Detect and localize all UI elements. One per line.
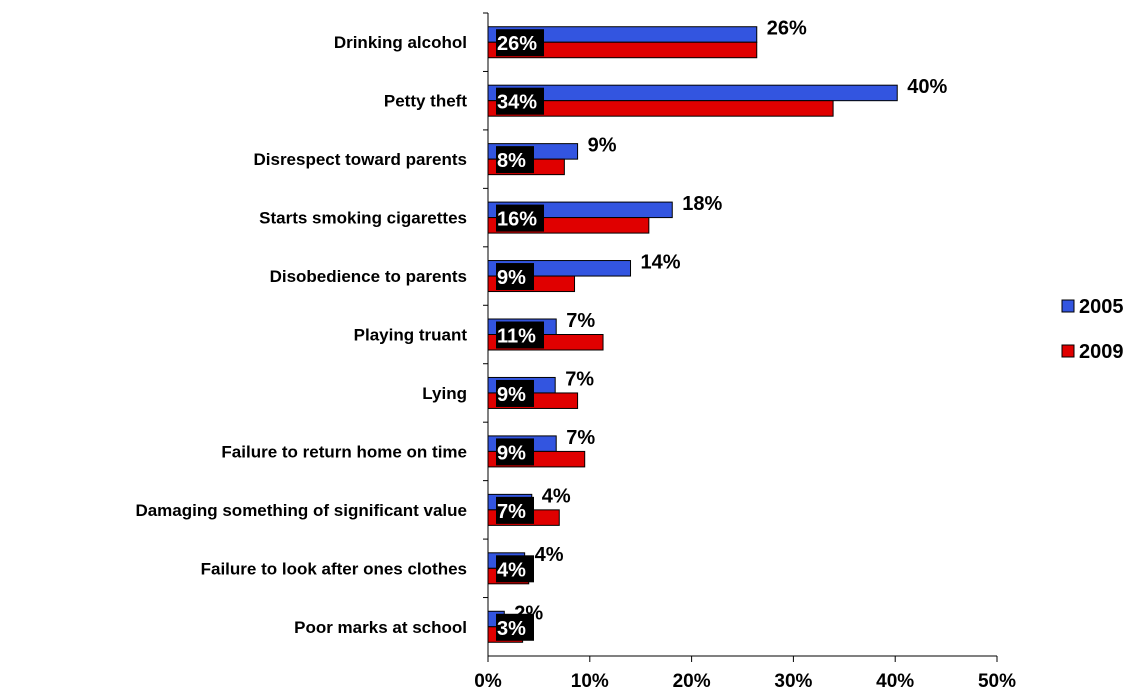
value-label-2009: 26% <box>497 33 537 55</box>
x-tick-label: 10% <box>571 671 609 692</box>
value-label-box-2009 <box>496 438 534 466</box>
value-label-2009: 9% <box>497 384 526 406</box>
value-label-2005: 4% <box>542 485 571 507</box>
value-label-box-2009 <box>496 555 534 583</box>
category-label: Failure to return home on time <box>221 442 467 461</box>
category-labels: Drinking alcohol Petty theft Disrespect to… <box>135 33 467 637</box>
category-label: Playing truant <box>354 326 468 345</box>
category-label: Starts smoking cigarettes <box>259 209 467 228</box>
value-label-2009: 7% <box>497 501 526 523</box>
category-label: Drinking alcohol <box>334 33 467 52</box>
category-label: Lying <box>422 384 467 403</box>
value-label-box-2009 <box>496 496 534 524</box>
category-label: Disobedience to parents <box>270 267 467 286</box>
x-tick-label: 0% <box>474 671 502 692</box>
category-label: Damaging something of significant value <box>135 501 467 520</box>
x-tick-label: 50% <box>978 671 1016 692</box>
axes: 0% 10% 20% 30% 40% 50% <box>474 12 1016 692</box>
legend: 2005 2009 <box>1061 296 1124 363</box>
value-label-2005: 7% <box>565 368 594 390</box>
value-label-2005: 9% <box>588 135 617 157</box>
value-label-2005: 14% <box>641 252 681 274</box>
value-label-2009: 16% <box>497 209 537 231</box>
value-label-2009: 9% <box>497 267 526 289</box>
value-label-2005: 4% <box>535 544 564 566</box>
value-label-2005: 18% <box>682 193 722 215</box>
x-tick-label: 40% <box>876 671 914 692</box>
legend-swatch-2005 <box>1061 299 1075 313</box>
value-label-2005: 40% <box>907 76 947 98</box>
value-label-box-2009 <box>496 87 544 115</box>
category-label: Poor marks at school <box>294 618 467 637</box>
legend-label-2005: 2005 <box>1079 296 1124 318</box>
value-label-2009: 11% <box>497 326 536 348</box>
value-labels-layer: 26% 26% 40% 34% 9% 8% 18% 16% 14% 9% 7% 11% 7% 9% 7% 9%… <box>496 18 947 641</box>
category-label: Petty theft <box>384 92 467 111</box>
value-label-2009: 8% <box>497 150 526 172</box>
value-label-2009: 3% <box>497 618 526 640</box>
value-label-box-2009 <box>496 204 544 232</box>
legend-swatch-2009 <box>1061 344 1075 358</box>
value-label-2005: 7% <box>566 310 595 332</box>
value-label-2005: 26% <box>767 18 807 40</box>
x-tick-label: 20% <box>673 671 711 692</box>
x-tick-label: 30% <box>774 671 812 692</box>
category-label: Disrespect toward parents <box>253 150 467 169</box>
value-label-box-2009 <box>496 146 534 174</box>
value-label-2009: 4% <box>497 559 526 581</box>
bar-2005 <box>487 84 898 102</box>
value-label-2009: 9% <box>497 442 526 464</box>
legend-label-2009: 2009 <box>1079 341 1124 363</box>
value-label-2009: 34% <box>497 92 537 114</box>
value-label-box-2009 <box>496 29 544 57</box>
value-label-box-2009 <box>496 321 544 349</box>
value-label-box-2009 <box>496 613 534 641</box>
value-label-2005: 7% <box>566 427 595 449</box>
category-label: Failure to look after ones clothes <box>201 559 467 578</box>
value-label-box-2009 <box>496 263 534 291</box>
value-label-box-2009 <box>496 379 534 407</box>
